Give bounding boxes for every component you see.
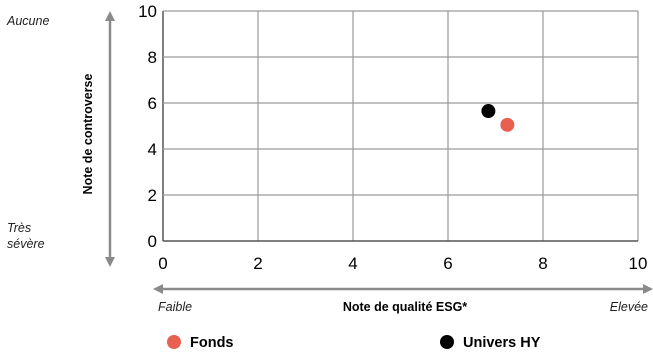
y-axis-title: Note de controverse — [81, 74, 95, 195]
y-end-bottom-label-line1: Très — [7, 221, 31, 235]
x-axis-title: Note de qualité ESG* — [343, 300, 467, 314]
y-tick-label: 6 — [148, 94, 157, 113]
x-end-left-label: Faible — [158, 300, 192, 314]
legend-marker-fonds — [167, 335, 181, 349]
y-end-top-label: Aucune — [6, 14, 49, 28]
y-tick-label: 0 — [148, 232, 157, 251]
x-tick-label: 8 — [538, 254, 547, 273]
y-tick-label: 4 — [148, 140, 157, 159]
data-point-fonds — [500, 117, 515, 132]
y-end-bottom-label-line2: sévère — [7, 237, 45, 251]
plot-grid — [162, 10, 639, 242]
y-tick-label: 2 — [148, 186, 157, 205]
x-tick-label: 6 — [443, 254, 452, 273]
data-point-univers-hy — [481, 104, 496, 119]
y-tick-label: 8 — [148, 48, 157, 67]
x-end-right-label: Elevée — [610, 300, 648, 314]
legend-marker-univers-hy — [440, 335, 454, 349]
x-tick-label: 0 — [158, 254, 167, 273]
legend-label-univers-hy: Univers HY — [463, 335, 541, 351]
x-tick-label: 4 — [348, 254, 357, 273]
legend-label-fonds: Fonds — [190, 335, 234, 351]
x-tick-label: 2 — [253, 254, 262, 273]
x-tick-label: 10 — [629, 254, 648, 273]
y-tick-label: 10 — [138, 2, 157, 21]
